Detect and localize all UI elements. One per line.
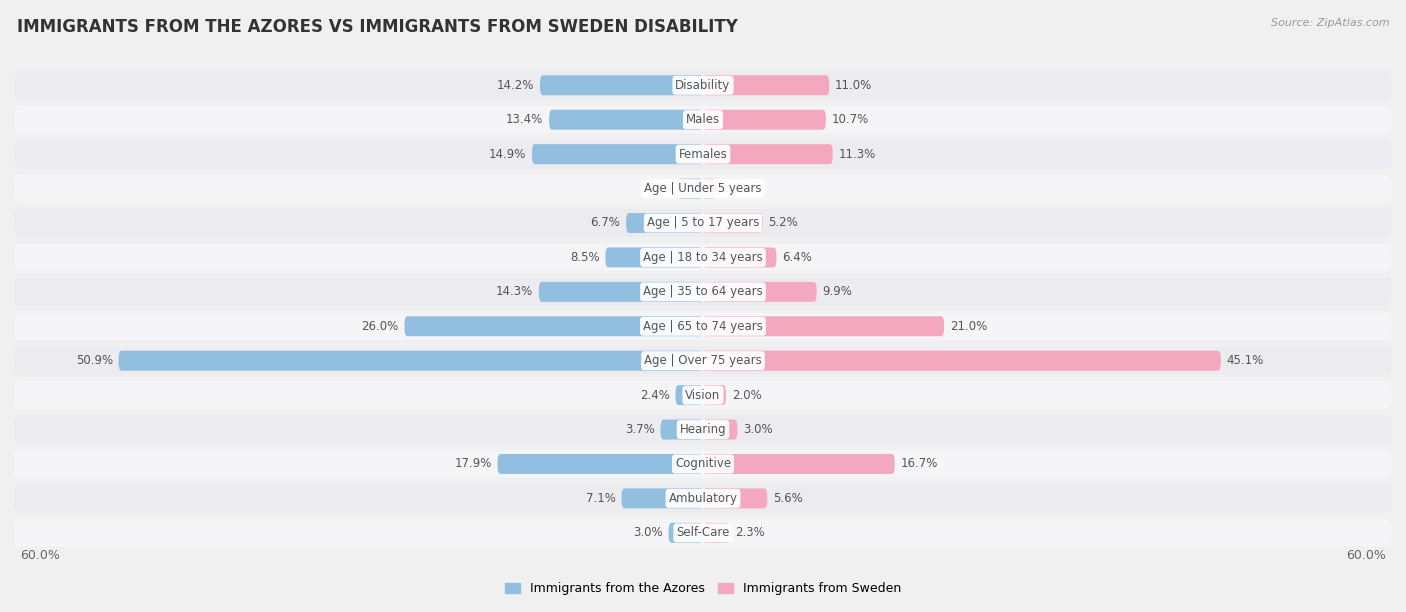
Text: 10.7%: 10.7% <box>831 113 869 126</box>
FancyBboxPatch shape <box>14 347 1392 375</box>
Text: 6.7%: 6.7% <box>591 217 620 230</box>
FancyBboxPatch shape <box>550 110 703 130</box>
Text: 14.9%: 14.9% <box>489 147 526 160</box>
Text: 5.6%: 5.6% <box>773 492 803 505</box>
FancyBboxPatch shape <box>531 144 703 164</box>
Text: 2.2%: 2.2% <box>643 182 672 195</box>
Text: Disability: Disability <box>675 79 731 92</box>
FancyBboxPatch shape <box>669 523 703 543</box>
Text: Age | 5 to 17 years: Age | 5 to 17 years <box>647 217 759 230</box>
FancyBboxPatch shape <box>14 209 1392 237</box>
FancyBboxPatch shape <box>14 72 1392 99</box>
Legend: Immigrants from the Azores, Immigrants from Sweden: Immigrants from the Azores, Immigrants f… <box>501 577 905 600</box>
Text: 13.4%: 13.4% <box>506 113 543 126</box>
FancyBboxPatch shape <box>703 247 776 267</box>
Text: Hearing: Hearing <box>679 423 727 436</box>
Text: Vision: Vision <box>685 389 721 401</box>
FancyBboxPatch shape <box>703 385 725 405</box>
FancyBboxPatch shape <box>405 316 703 336</box>
Text: 26.0%: 26.0% <box>361 320 399 333</box>
FancyBboxPatch shape <box>14 313 1392 340</box>
FancyBboxPatch shape <box>14 244 1392 271</box>
FancyBboxPatch shape <box>538 282 703 302</box>
Text: 50.9%: 50.9% <box>76 354 112 367</box>
Text: 11.3%: 11.3% <box>838 147 876 160</box>
Text: 21.0%: 21.0% <box>950 320 987 333</box>
FancyBboxPatch shape <box>606 247 703 267</box>
FancyBboxPatch shape <box>703 351 1220 371</box>
Text: Cognitive: Cognitive <box>675 458 731 471</box>
Text: 14.2%: 14.2% <box>496 79 534 92</box>
Text: 60.0%: 60.0% <box>1347 549 1386 562</box>
Text: 5.2%: 5.2% <box>769 217 799 230</box>
FancyBboxPatch shape <box>703 179 716 198</box>
FancyBboxPatch shape <box>703 316 945 336</box>
Text: 7.1%: 7.1% <box>586 492 616 505</box>
Text: 16.7%: 16.7% <box>900 458 938 471</box>
FancyBboxPatch shape <box>703 420 738 439</box>
Text: 3.0%: 3.0% <box>744 423 773 436</box>
FancyBboxPatch shape <box>14 381 1392 409</box>
FancyBboxPatch shape <box>703 144 832 164</box>
FancyBboxPatch shape <box>703 75 830 95</box>
Text: 6.4%: 6.4% <box>782 251 813 264</box>
FancyBboxPatch shape <box>498 454 703 474</box>
FancyBboxPatch shape <box>14 416 1392 443</box>
FancyBboxPatch shape <box>703 282 817 302</box>
FancyBboxPatch shape <box>621 488 703 509</box>
FancyBboxPatch shape <box>14 278 1392 305</box>
Text: Age | Under 5 years: Age | Under 5 years <box>644 182 762 195</box>
FancyBboxPatch shape <box>14 519 1392 547</box>
FancyBboxPatch shape <box>540 75 703 95</box>
Text: IMMIGRANTS FROM THE AZORES VS IMMIGRANTS FROM SWEDEN DISABILITY: IMMIGRANTS FROM THE AZORES VS IMMIGRANTS… <box>17 18 738 36</box>
Text: Age | 65 to 74 years: Age | 65 to 74 years <box>643 320 763 333</box>
Text: Source: ZipAtlas.com: Source: ZipAtlas.com <box>1271 18 1389 28</box>
FancyBboxPatch shape <box>703 523 730 543</box>
FancyBboxPatch shape <box>661 420 703 439</box>
FancyBboxPatch shape <box>14 106 1392 133</box>
Text: 2.3%: 2.3% <box>735 526 765 539</box>
Text: 17.9%: 17.9% <box>454 458 492 471</box>
Text: 60.0%: 60.0% <box>20 549 59 562</box>
Text: Age | 35 to 64 years: Age | 35 to 64 years <box>643 285 763 298</box>
Text: 9.9%: 9.9% <box>823 285 852 298</box>
FancyBboxPatch shape <box>703 488 768 509</box>
Text: 45.1%: 45.1% <box>1226 354 1264 367</box>
Text: 14.3%: 14.3% <box>496 285 533 298</box>
FancyBboxPatch shape <box>626 213 703 233</box>
Text: 11.0%: 11.0% <box>835 79 872 92</box>
Text: Ambulatory: Ambulatory <box>668 492 738 505</box>
Text: 8.5%: 8.5% <box>569 251 599 264</box>
Text: Males: Males <box>686 113 720 126</box>
FancyBboxPatch shape <box>703 110 825 130</box>
FancyBboxPatch shape <box>14 140 1392 168</box>
Text: 1.1%: 1.1% <box>721 182 751 195</box>
FancyBboxPatch shape <box>14 450 1392 478</box>
Text: Females: Females <box>679 147 727 160</box>
Text: 2.0%: 2.0% <box>731 389 762 401</box>
Text: Age | 18 to 34 years: Age | 18 to 34 years <box>643 251 763 264</box>
FancyBboxPatch shape <box>675 385 703 405</box>
FancyBboxPatch shape <box>703 213 762 233</box>
Text: Age | Over 75 years: Age | Over 75 years <box>644 354 762 367</box>
FancyBboxPatch shape <box>14 175 1392 203</box>
Text: 2.4%: 2.4% <box>640 389 669 401</box>
Text: 3.0%: 3.0% <box>633 526 662 539</box>
Text: 3.7%: 3.7% <box>626 423 655 436</box>
FancyBboxPatch shape <box>703 454 894 474</box>
FancyBboxPatch shape <box>118 351 703 371</box>
FancyBboxPatch shape <box>14 485 1392 512</box>
FancyBboxPatch shape <box>678 179 703 198</box>
Text: Self-Care: Self-Care <box>676 526 730 539</box>
